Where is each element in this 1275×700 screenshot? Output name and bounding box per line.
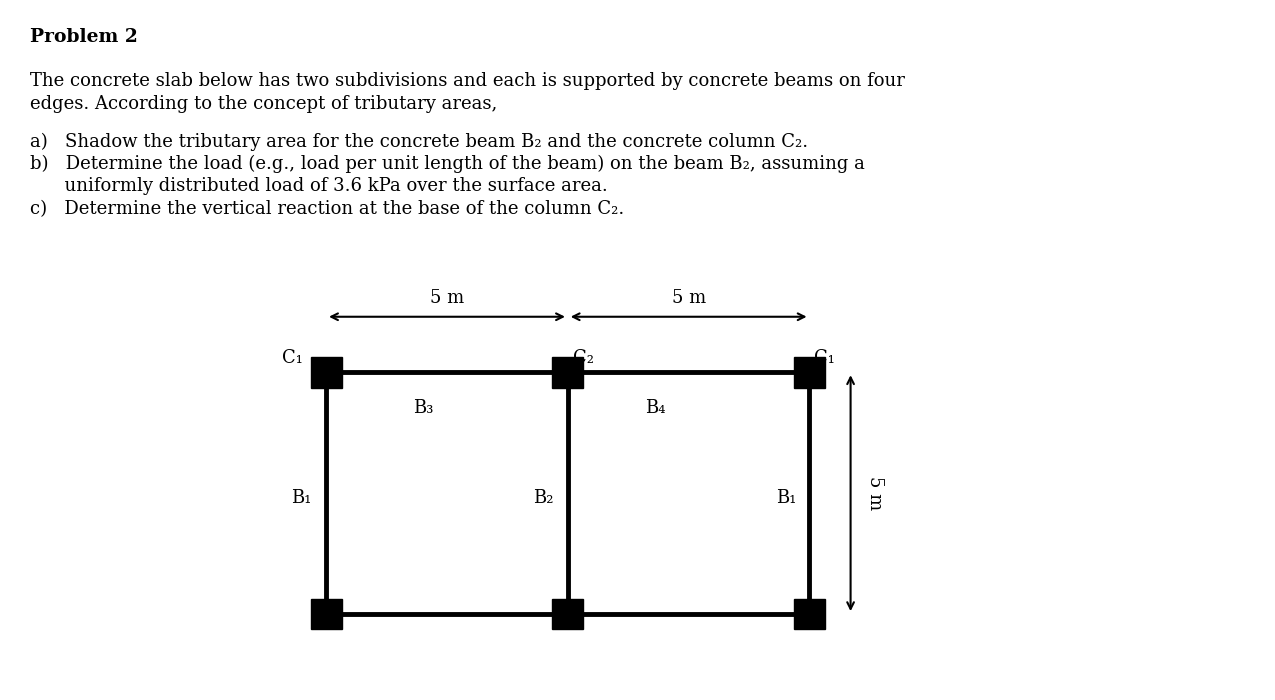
Text: edges. According to the concept of tributary areas,: edges. According to the concept of tribu…: [31, 95, 497, 113]
Text: uniformly distributed load of 3.6 kPa over the surface area.: uniformly distributed load of 3.6 kPa ov…: [31, 177, 608, 195]
Bar: [794, 357, 825, 388]
Text: C₁: C₁: [815, 349, 835, 367]
Text: The concrete slab below has two subdivisions and each is supported by concrete b: The concrete slab below has two subdivis…: [31, 72, 905, 90]
Text: c)   Determine the vertical reaction at the base of the column C₂.: c) Determine the vertical reaction at th…: [31, 200, 625, 218]
Text: Problem 2: Problem 2: [31, 28, 138, 46]
Text: b)   Determine the load (e.g., load per unit length of the beam) on the beam B₂,: b) Determine the load (e.g., load per un…: [31, 155, 864, 174]
Text: B₁: B₁: [292, 489, 312, 507]
Bar: [794, 598, 825, 629]
Bar: [311, 598, 342, 629]
Text: C₂: C₂: [572, 349, 594, 367]
Text: B₁: B₁: [775, 489, 796, 507]
Bar: [552, 357, 583, 388]
Text: B₂: B₂: [533, 489, 553, 507]
Text: a)   Shadow the tributary area for the concrete beam B₂ and the concrete column : a) Shadow the tributary area for the con…: [31, 133, 808, 151]
Text: 5 m: 5 m: [866, 476, 884, 510]
Text: B₄: B₄: [645, 399, 666, 417]
Text: C₁: C₁: [282, 349, 303, 367]
Text: B₃: B₃: [413, 399, 434, 417]
Text: 5 m: 5 m: [430, 289, 464, 307]
Text: 5 m: 5 m: [672, 289, 706, 307]
Bar: [311, 357, 342, 388]
Bar: [552, 598, 583, 629]
